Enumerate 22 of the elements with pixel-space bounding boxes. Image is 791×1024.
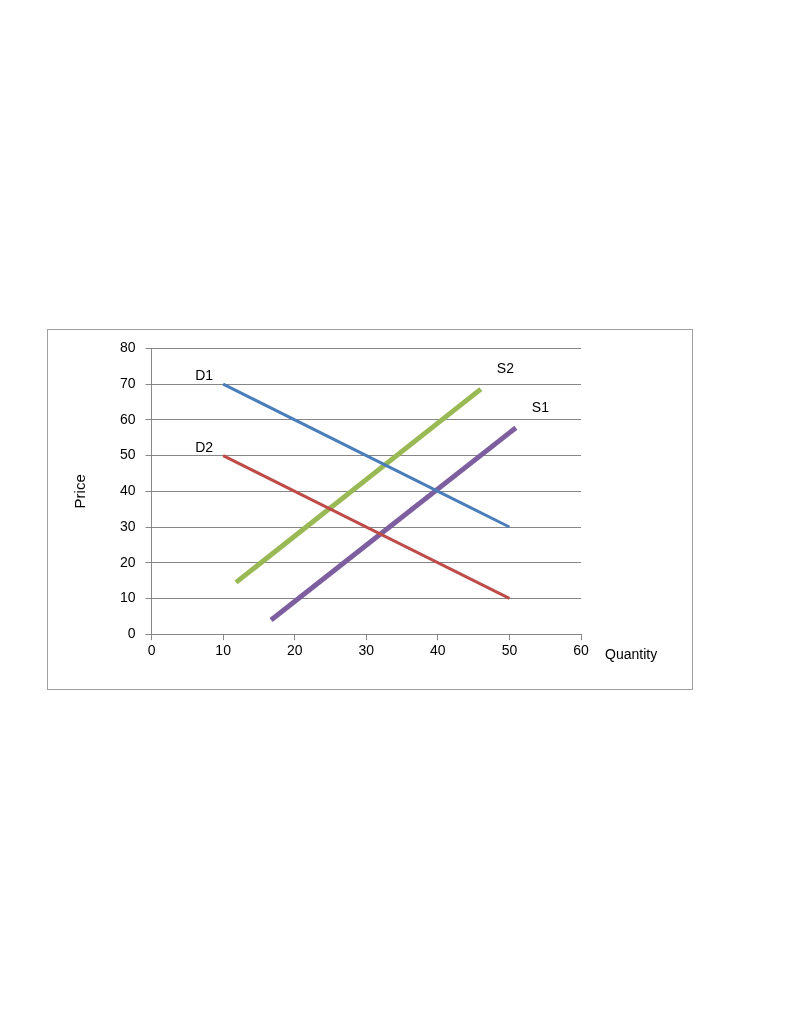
x-tick-label: 50 [501, 642, 518, 659]
y-tick-label: 40 [119, 482, 136, 499]
y-tick-label: 0 [127, 625, 136, 642]
series-label: S1 [531, 398, 550, 415]
y-axis-title: Price [71, 474, 89, 509]
x-tick-label: 0 [147, 642, 156, 659]
x-tick-label: 60 [573, 642, 589, 659]
x-axis-title: Quantity [605, 646, 658, 663]
series-label: S2 [496, 360, 515, 377]
x-tick-label: 40 [430, 642, 446, 659]
y-tick-label: 80 [119, 339, 136, 356]
y-tick-label: 50 [119, 446, 136, 463]
y-tick-label: 70 [119, 374, 136, 391]
y-tick-label: 10 [119, 589, 136, 606]
x-tick-label: 30 [358, 642, 375, 659]
series-label: D2 [195, 438, 214, 455]
y-tick-label: 60 [119, 410, 136, 427]
x-tick-label: 20 [286, 642, 303, 659]
x-tick-label: 10 [215, 642, 232, 659]
series-label: D1 [195, 367, 214, 384]
y-tick-label: 30 [119, 517, 136, 534]
y-tick-label: 20 [119, 553, 136, 570]
